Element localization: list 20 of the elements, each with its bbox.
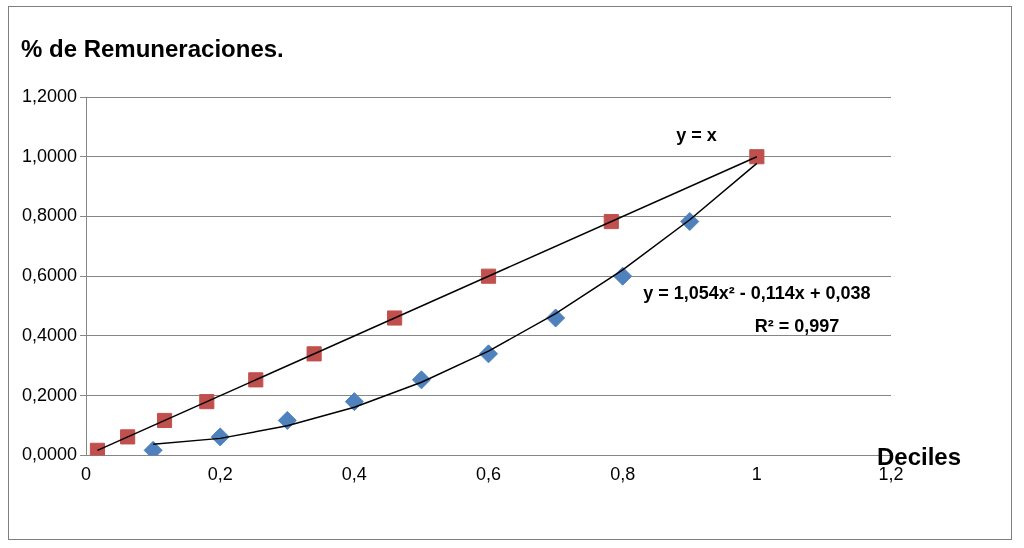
y-tick-label: 0,2000	[21, 384, 78, 405]
y-tick-label: 1,0000	[21, 145, 78, 166]
x-tick-label: 0,2	[207, 464, 233, 485]
annotation: y = x	[676, 124, 717, 145]
x-tick-label: 0,4	[341, 464, 367, 485]
point	[749, 149, 765, 165]
y-tick-label: 1,2000	[21, 85, 78, 106]
y-tick-label: 0,4000	[21, 324, 78, 345]
y-tick-label: 0,8000	[21, 205, 78, 226]
point	[277, 410, 297, 430]
x-tick-label: 0,6	[476, 464, 502, 485]
y-tick-label: 0,6000	[21, 265, 78, 286]
x-tick-label: 0,8	[610, 464, 636, 485]
y-tick-label: 0,0000	[21, 444, 78, 465]
annotation: y = 1,054x² - 0,114x + 0,038	[643, 283, 871, 304]
y-axis-title: % de Remuneraciones.	[21, 35, 284, 63]
x-tick-label: 0	[81, 464, 92, 485]
point	[344, 392, 364, 412]
x-tick-label: 1	[751, 464, 762, 485]
annotation: R² = 0,997	[754, 315, 840, 336]
